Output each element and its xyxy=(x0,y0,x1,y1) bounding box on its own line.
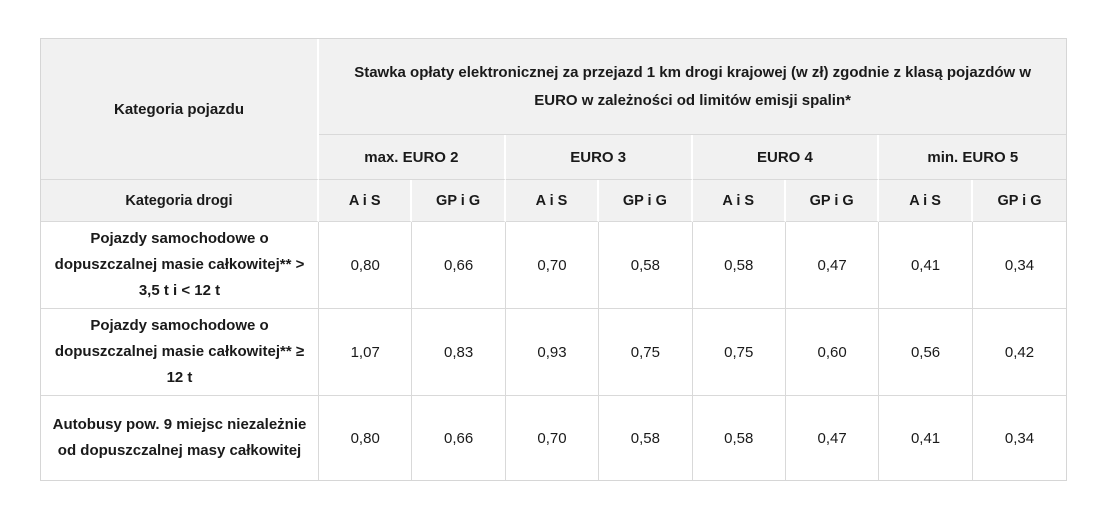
row-label-vehicles-over-12t: Pojazdy samochodowe o dopuszczalnej masi… xyxy=(41,309,319,396)
subcol-header-gpig-1: GP i G xyxy=(412,180,506,222)
value-cell: 0,47 xyxy=(785,222,880,309)
value-cell: 0,66 xyxy=(412,396,506,480)
table-row: Pojazdy samochodowe o dopuszczalnej masi… xyxy=(41,309,1067,396)
value-cell: 0,58 xyxy=(599,222,693,309)
toll-rate-main-header: Stawka opłaty elektronicznej za przejazd… xyxy=(319,39,1067,135)
subcol-header-ais-1: A i S xyxy=(319,180,413,222)
value-cell: 0,58 xyxy=(599,396,693,480)
subcol-header-ais-3: A i S xyxy=(692,180,786,222)
value-cell: 0,83 xyxy=(412,309,506,396)
toll-rates-table: Kategoria pojazdu Stawka opłaty elektron… xyxy=(40,38,1068,481)
value-cell: 0,47 xyxy=(786,396,880,480)
value-cell: 0,34 xyxy=(1004,429,1035,447)
value-cell: 1,07 xyxy=(319,309,413,396)
value-cell: 0,80 xyxy=(319,396,413,480)
value-cell: 0,93 xyxy=(505,309,600,396)
value-cell: 0,75 xyxy=(692,309,786,396)
value-cell: 0,60 xyxy=(785,309,880,396)
subcol-header-gpig-3: GP i G xyxy=(785,180,880,222)
row-label-buses: Autobusy pow. 9 miejsc niezależnie od do… xyxy=(41,396,319,480)
value-cell: 0,56 xyxy=(879,309,973,396)
value-cell: 0,70 xyxy=(505,222,600,309)
value-cell: 0,58 xyxy=(693,396,786,480)
table-row: Pojazdy samochodowe o dopuszczalnej masi… xyxy=(41,222,1067,309)
vehicle-category-header: Kategoria pojazdu xyxy=(41,39,319,180)
main-header-row: Kategoria pojazdu Stawka opłaty elektron… xyxy=(41,39,1067,180)
euro-class-header-euro4: EURO 4 xyxy=(692,135,880,180)
subcol-header-ais-2: A i S xyxy=(505,180,600,222)
table-row: Autobusy pow. 9 miejsc niezależnie od do… xyxy=(41,396,1066,480)
value-cell: 0,75 xyxy=(599,309,693,396)
subcol-header-ais-4: A i S xyxy=(879,180,973,222)
euro-class-header-euro2: max. EURO 2 xyxy=(319,135,506,180)
euro-class-header-euro5: min. EURO 5 xyxy=(879,135,1067,180)
value-cell: 0,58 xyxy=(692,222,786,309)
value-cell: 0,34 xyxy=(972,222,1067,309)
value-cell: 0,41 xyxy=(879,396,973,480)
road-category-row: Kategoria drogi A i S GP i G A i S GP i … xyxy=(41,180,1067,222)
row-label-vehicles-under-12t: Pojazdy samochodowe o dopuszczalnej masi… xyxy=(41,222,319,309)
subcol-header-gpig-2: GP i G xyxy=(599,180,693,222)
euro-class-row: max. EURO 2 EURO 3 EURO 4 min. EURO 5 xyxy=(41,135,1067,180)
subcol-header-gpig-4: GP i G xyxy=(972,180,1067,222)
value-cell: 0,70 xyxy=(506,396,600,480)
euro-class-header-euro3: EURO 3 xyxy=(505,135,693,180)
value-cell: 0,41 xyxy=(879,222,973,309)
value-cell: 0,80 xyxy=(319,222,413,309)
road-category-header: Kategoria drogi xyxy=(41,180,319,222)
value-cell: 0,42 xyxy=(972,309,1067,396)
value-cell: 0,66 xyxy=(412,222,506,309)
